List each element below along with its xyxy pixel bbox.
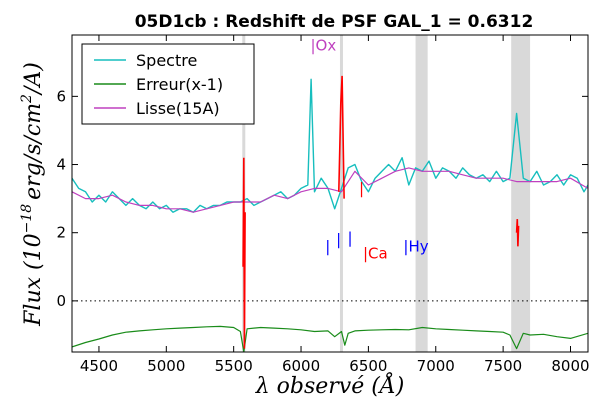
telluric-bands	[242, 35, 531, 352]
red-segment-0	[242, 157, 246, 349]
y-label-part-b: erg/s/cm	[21, 103, 46, 200]
x-tick-label-7000: 7000	[417, 357, 455, 375]
legend-label-erreur: Erreur(x-1)	[136, 75, 223, 94]
y-tick-label-4: 4	[56, 156, 66, 174]
y-label-exponent-2: 2	[19, 94, 35, 104]
erreur-line	[72, 325, 588, 352]
annotation-2: |	[336, 231, 341, 249]
thin-band-1	[339, 35, 343, 352]
x-tick-label-6500: 6500	[349, 357, 387, 375]
y-tick-label-6: 6	[56, 87, 66, 105]
red-segment-2	[515, 219, 520, 247]
y-tick-label-0: 0	[56, 292, 66, 310]
annotation-3: |	[348, 229, 353, 247]
annotation-4: |	[359, 180, 364, 198]
x-axis: 4500 5000 5500 6000 6500 7000 7500 8000	[80, 35, 590, 375]
y-label-part-a: Flux (10	[21, 233, 46, 326]
legend: Spectre Erreur(x-1) Lisse(15A)	[81, 43, 255, 125]
plot-area	[72, 75, 588, 352]
y-axis-label: Flux (10−18 erg/s/cm2/A)	[19, 62, 46, 327]
chart-title: 05D1cb : Redshift de PSF GAL_1 = 0.6312	[135, 12, 534, 32]
x-tick-label-5500: 5500	[215, 357, 253, 375]
y-tick-label-2: 2	[56, 224, 66, 242]
lisse-line	[72, 167, 588, 213]
y-label-part-c: /A)	[21, 62, 46, 96]
legend-label-lisse: Lisse(15A)	[136, 99, 220, 118]
x-tick-label-7500: 7500	[484, 357, 522, 375]
shaded-band-0	[415, 35, 428, 352]
annotation-0: |Ox	[310, 36, 336, 54]
x-tick-label-8000: 8000	[551, 357, 589, 375]
x-tick-label-4500: 4500	[80, 357, 118, 375]
shaded-band-1	[511, 35, 531, 352]
y-label-exponent: −18	[19, 204, 35, 234]
annotation-5: |Ca	[363, 244, 388, 262]
x-tick-label-5000: 5000	[147, 357, 185, 375]
line-annotations: |Ox | | | | |Ca |Hy	[310, 36, 428, 262]
x-tick-label-6000: 6000	[282, 357, 320, 375]
y-axis: 0 2 4 6	[56, 87, 588, 310]
plot-frame	[71, 34, 589, 353]
annotation-1: |	[325, 237, 330, 255]
red-segment-1	[338, 75, 345, 199]
x-axis-label: λ observé (Å)	[255, 371, 405, 399]
annotation-6: |Hy	[403, 237, 428, 255]
legend-label-spectre: Spectre	[136, 51, 197, 70]
